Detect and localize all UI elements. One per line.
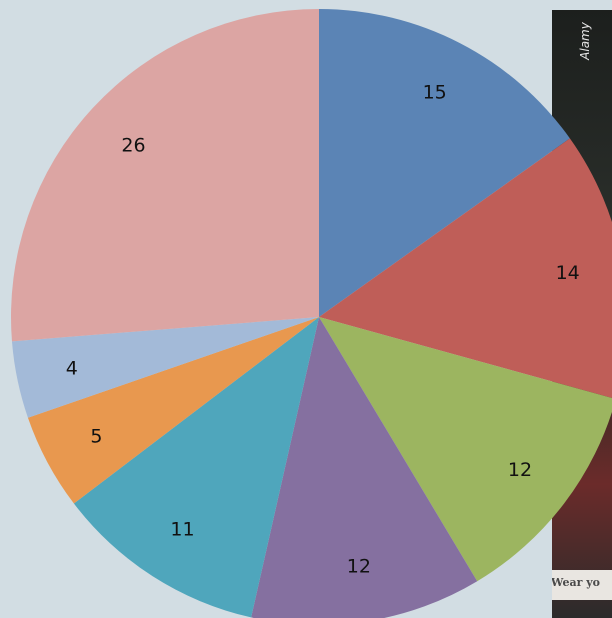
- pie-slice-label-8: 26: [121, 135, 145, 157]
- pie-slice-label-4: 12: [347, 555, 371, 577]
- pie-slice-2: [319, 138, 612, 399]
- pie-slice-label-5: 11: [170, 519, 194, 541]
- pie-slice-1: [319, 9, 570, 317]
- pie-slice-3: [319, 317, 612, 582]
- pie-slice-label-6: 5: [90, 425, 102, 447]
- photo-sign: [552, 570, 612, 600]
- pie-slice-label-7: 4: [66, 358, 78, 380]
- pie-labels: 15 14 12 12 11 5 4 26: [66, 82, 580, 578]
- pie-slice-label-1: 15: [423, 82, 447, 104]
- pie-slice-label-2: 14: [556, 262, 580, 284]
- pie-slice-5: [73, 317, 319, 618]
- pie-slice-6: [27, 317, 319, 504]
- photo-sign-text: Wear yo: [552, 576, 600, 589]
- pie-slice-8: [11, 9, 319, 342]
- pie-slice-label-3: 12: [508, 459, 532, 481]
- pie-slice-4: [251, 317, 478, 618]
- pie-slices: [11, 9, 612, 618]
- pie-slice-7: [11, 317, 319, 418]
